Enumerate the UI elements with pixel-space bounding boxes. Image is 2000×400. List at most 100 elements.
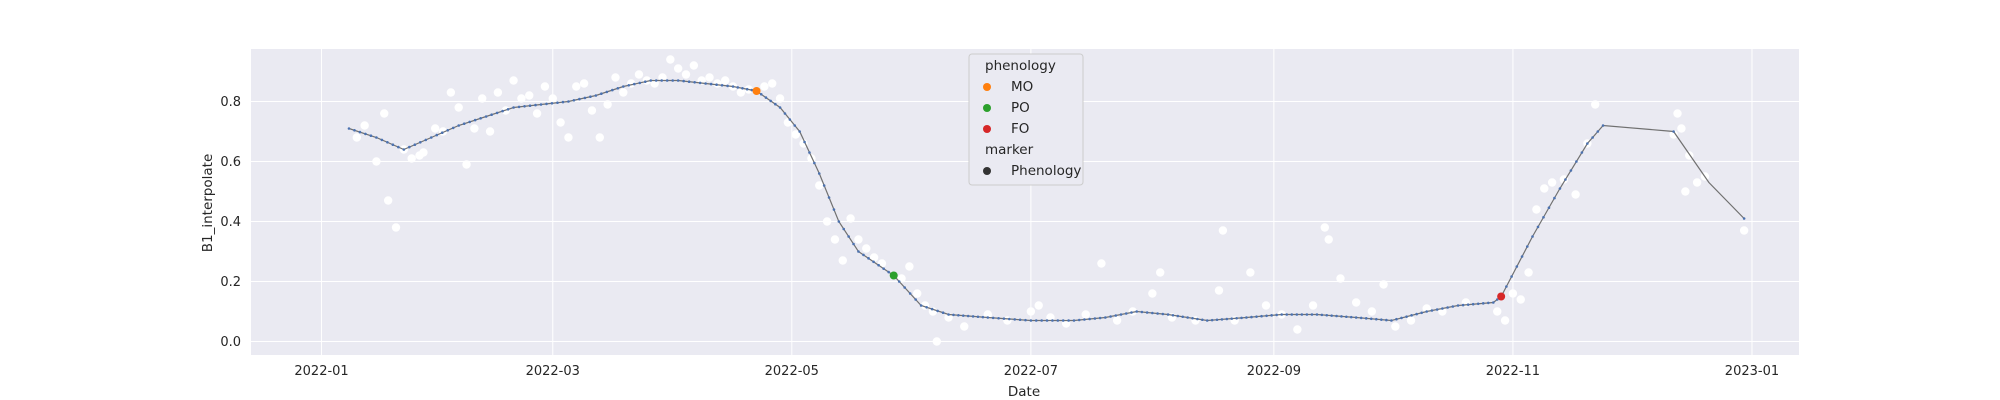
interpolated-marker xyxy=(501,109,504,113)
interpolated-marker xyxy=(1471,302,1475,306)
observed-point xyxy=(1673,109,1682,118)
observed-point xyxy=(1214,286,1224,295)
interpolated-marker xyxy=(1210,318,1214,322)
observed-point xyxy=(1591,100,1600,109)
interpolated-marker xyxy=(572,99,576,102)
interpolated-marker xyxy=(468,120,471,124)
observed-point xyxy=(1324,235,1333,244)
interpolated-marker xyxy=(391,143,395,146)
observed-point xyxy=(1500,316,1510,325)
observed-point xyxy=(603,100,612,109)
interpolated-marker xyxy=(539,103,543,106)
interpolated-marker xyxy=(687,80,691,83)
x-tick-label: 2022-01 xyxy=(294,364,348,379)
interpolated-marker xyxy=(1013,318,1017,321)
observed-point xyxy=(509,76,518,85)
observed-point xyxy=(869,253,879,262)
interpolated-marker xyxy=(1285,313,1289,316)
interpolated-marker xyxy=(693,81,696,84)
interpolated-marker xyxy=(512,106,515,109)
interpolated-marker xyxy=(914,298,917,301)
interpolated-marker xyxy=(429,136,433,139)
interpolated-marker xyxy=(925,306,928,309)
interpolated-marker xyxy=(726,84,729,88)
interpolated-marker xyxy=(1547,206,1551,209)
legend-box xyxy=(968,53,1084,186)
interpolated-marker xyxy=(380,138,384,142)
interpolated-marker xyxy=(583,96,587,100)
interpolated-marker xyxy=(736,86,740,89)
interpolated-marker xyxy=(1104,316,1107,319)
observed-point xyxy=(407,154,416,163)
observed-point xyxy=(1026,307,1036,316)
interpolated-marker xyxy=(842,227,846,231)
observed-point xyxy=(587,106,597,115)
interpolated-marker xyxy=(622,85,625,88)
interpolated-marker xyxy=(1564,178,1567,181)
interpolated-marker xyxy=(1531,235,1534,238)
interpolated-marker xyxy=(862,253,865,257)
interpolated-marker xyxy=(698,81,702,85)
observed-point xyxy=(540,82,550,91)
interpolated-marker xyxy=(1235,316,1238,320)
interpolated-marker xyxy=(556,101,559,104)
interpolated-marker xyxy=(731,85,735,88)
interpolated-marker xyxy=(386,141,389,144)
interpolated-marker xyxy=(1295,313,1299,316)
observed-point xyxy=(1293,325,1302,334)
interpolated-marker xyxy=(1083,318,1086,321)
interpolated-marker xyxy=(660,79,664,82)
observed-point xyxy=(1540,184,1549,193)
interpolated-marker xyxy=(1558,187,1562,190)
interpolated-marker xyxy=(817,172,821,175)
interpolated-marker xyxy=(616,87,620,90)
interpolated-marker xyxy=(457,124,461,127)
interpolated-marker xyxy=(1176,314,1180,318)
interpolated-marker xyxy=(528,104,532,107)
observed-point xyxy=(1112,316,1122,325)
interpolated-marker xyxy=(991,316,995,320)
observed-point xyxy=(720,76,730,85)
interpolated-marker xyxy=(1495,298,1499,301)
y-tick-label: 0.2 xyxy=(220,275,241,290)
y-axis-label: B1_interpolate xyxy=(200,154,216,253)
observed-point xyxy=(611,73,620,82)
interpolated-marker xyxy=(1492,301,1495,304)
interpolated-marker xyxy=(369,134,373,137)
interpolated-marker xyxy=(495,111,499,115)
observed-point xyxy=(1571,190,1580,199)
interpolated-marker xyxy=(440,131,444,134)
observed-point xyxy=(1532,205,1541,214)
observed-point xyxy=(1261,301,1271,310)
interpolated-marker xyxy=(594,94,598,97)
observed-point xyxy=(666,55,675,64)
observed-point xyxy=(944,313,953,322)
observed-point xyxy=(391,223,401,232)
interpolated-marker xyxy=(1140,310,1144,314)
observed-point xyxy=(1493,307,1502,316)
observed-point xyxy=(713,79,722,88)
interpolated-marker xyxy=(741,87,744,90)
interpolated-marker xyxy=(1215,318,1219,322)
interpolated-marker xyxy=(986,316,990,319)
interpolated-marker xyxy=(654,79,658,82)
observed-point xyxy=(736,88,746,97)
interpolated-marker xyxy=(1151,311,1154,315)
interpolated-marker xyxy=(1349,315,1353,319)
x-tick-label: 2022-03 xyxy=(526,364,580,379)
interpolated-marker xyxy=(961,314,965,317)
interpolated-marker xyxy=(473,118,477,122)
interpolated-marker xyxy=(347,127,351,130)
interpolated-marker xyxy=(413,143,417,146)
legend-po-swatch xyxy=(983,104,991,112)
observed-point xyxy=(1351,298,1361,307)
interpolated-marker xyxy=(952,313,955,317)
interpolated-marker xyxy=(1186,316,1189,319)
interpolated-marker xyxy=(1601,124,1605,127)
interpolated-marker xyxy=(822,184,826,187)
observed-point xyxy=(517,94,526,103)
interpolated-marker xyxy=(704,82,707,85)
interpolated-marker xyxy=(1575,160,1578,163)
interpolated-marker xyxy=(813,161,816,165)
